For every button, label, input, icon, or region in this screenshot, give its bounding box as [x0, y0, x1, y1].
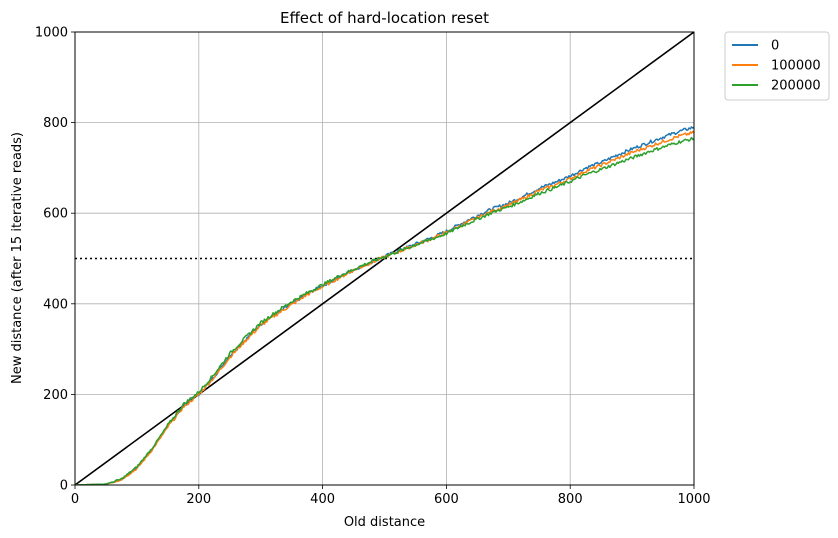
x-tick-label: 200 [186, 492, 211, 507]
y-tick-label: 200 [43, 388, 68, 403]
x-axis-label: Old distance [344, 515, 425, 530]
y-tick-label: 0 [60, 479, 68, 494]
series-lines [75, 126, 694, 485]
y-tick-label: 800 [43, 116, 68, 131]
series-line-200000 [75, 136, 694, 485]
x-tick-label: 1000 [677, 492, 710, 507]
plot-frame [74, 31, 695, 486]
legend-box [724, 31, 830, 101]
legend-label-200000: 200000 [771, 79, 821, 94]
y-axis-label: New distance (after 15 iterative reads) [10, 132, 25, 384]
x-tick-label: 800 [558, 492, 583, 507]
chart-title: Effect of hard-location reset [280, 9, 489, 27]
y-tick-label: 600 [43, 207, 68, 222]
x-tick-label: 0 [71, 492, 79, 507]
y-tick-label: 1000 [35, 26, 68, 41]
axis-ticks: 0 200 400 600 800 1000 0 200 400 600 800 1000 [35, 26, 711, 508]
y-tick-label: 400 [43, 297, 68, 312]
x-tick-label: 400 [310, 492, 335, 507]
legend-label-0: 0 [771, 39, 779, 54]
legend-label-100000: 100000 [771, 59, 821, 74]
x-tick-label: 600 [434, 492, 459, 507]
legend: 0 100000 200000 [724, 31, 830, 101]
